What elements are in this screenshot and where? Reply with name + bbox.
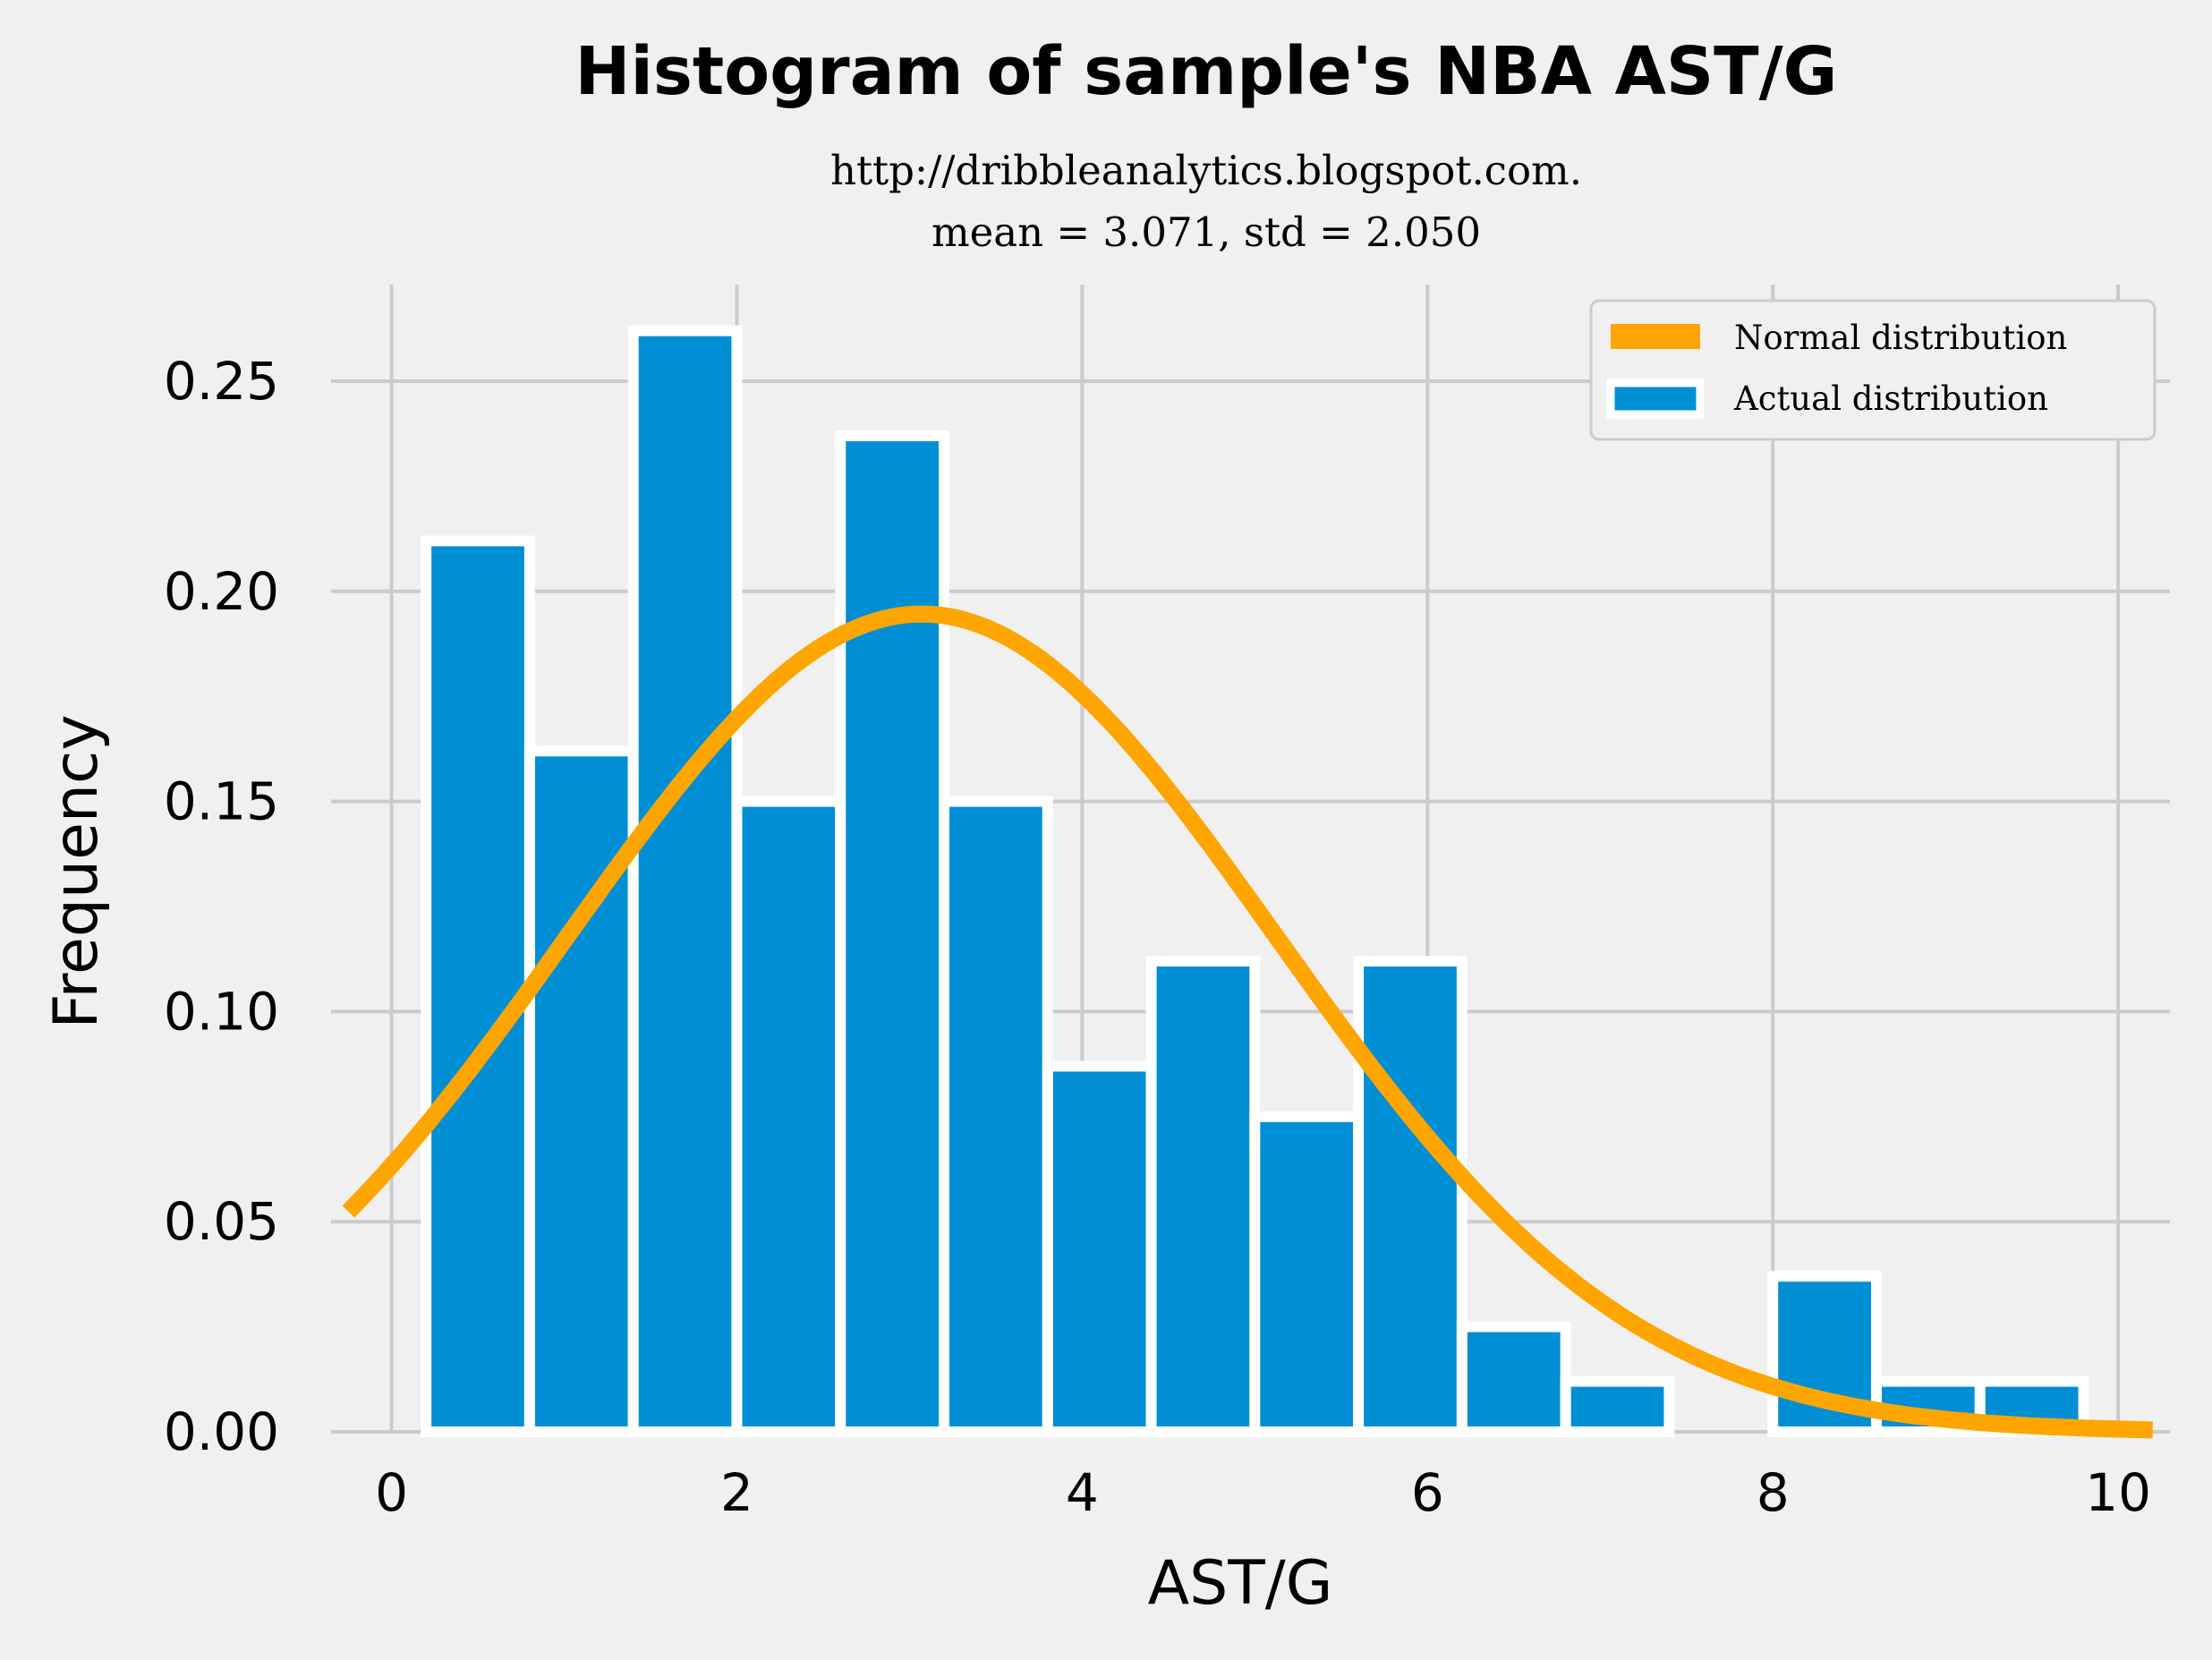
- histogram-bar-5: [939, 796, 1053, 1437]
- y-axis-label: Frequency: [41, 714, 112, 1028]
- histogram-bar-3: [731, 796, 847, 1437]
- chart-title: Histogram of sample's NBA AST/G: [575, 33, 1838, 110]
- chart-subtitle-line-1: http://dribbleanalytics.blogspot.com.: [830, 147, 1582, 194]
- y-tick-label-0: 0.00: [164, 1401, 279, 1462]
- legend-swatch-actual: [1606, 379, 1705, 419]
- x-tick-label-5: 10: [2085, 1462, 2151, 1523]
- legend: Normal distribution Actual distribution: [1589, 299, 2157, 441]
- y-tick-label-3: 0.15: [164, 771, 279, 832]
- y-tick-label-1: 0.05: [164, 1191, 279, 1252]
- y-tick-label-4: 0.20: [164, 561, 279, 622]
- x-tick-label-1: 2: [720, 1462, 753, 1523]
- chart-subtitle-line-2: mean = 3.071, std = 2.050: [932, 209, 1481, 256]
- legend-label-actual: Actual distribution: [1733, 379, 2048, 418]
- legend-swatch-normal: [1611, 324, 1700, 349]
- x-tick-label-0: 0: [375, 1462, 408, 1523]
- x-tick-label-4: 8: [1757, 1462, 1790, 1523]
- legend-label-normal: Normal distribution: [1734, 319, 2067, 357]
- x-tick-label-2: 4: [1066, 1462, 1099, 1523]
- histogram-bar-0: [421, 535, 535, 1437]
- curve-layer: [342, 605, 2153, 1439]
- legend-frame: [1589, 299, 2157, 441]
- x-axis-label: AST/G: [1148, 1548, 1333, 1619]
- histogram-bar-9: [1353, 956, 1468, 1437]
- normal-distribution-curve: [342, 605, 2153, 1439]
- bar-layer: [421, 325, 2089, 1438]
- histogram-bar-11: [1560, 1375, 1675, 1437]
- y-tick-label-2: 0.10: [164, 981, 279, 1042]
- histogram-bar-10: [1456, 1321, 1571, 1437]
- histogram-bar-6: [1042, 1060, 1157, 1437]
- histogram-bar-2: [627, 325, 743, 1438]
- x-tick-label-3: 6: [1411, 1462, 1444, 1523]
- tick-layer: 0 2 4 6 8 10 0.00 0.05 0.10 0.15 0.20 0.25: [164, 351, 2151, 1523]
- histogram-bar-8: [1249, 1111, 1365, 1438]
- histogram-bar-4: [835, 430, 949, 1437]
- histogram-bar-7: [1145, 956, 1261, 1437]
- y-tick-label-5: 0.25: [164, 351, 279, 412]
